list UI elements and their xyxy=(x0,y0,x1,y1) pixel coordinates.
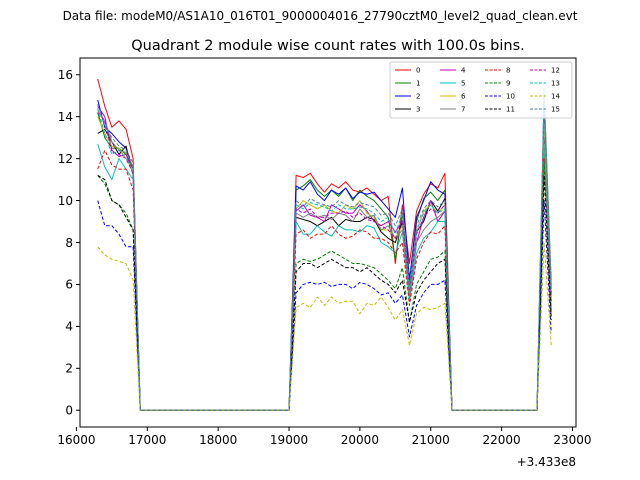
series-line-14 xyxy=(97,242,552,411)
legend-label-10: 10 xyxy=(506,93,515,101)
x-tick-label: 19000 xyxy=(270,433,308,447)
legend-label-8: 8 xyxy=(506,67,510,75)
legend-label-1: 1 xyxy=(416,80,420,88)
series-line-4 xyxy=(97,105,552,411)
y-tick-label: 14 xyxy=(58,110,73,124)
series-line-1 xyxy=(97,112,552,411)
legend-label-4: 4 xyxy=(461,67,466,75)
series-line-0 xyxy=(97,78,552,411)
series-line-5 xyxy=(97,143,552,411)
legend-box xyxy=(389,61,573,119)
legend-label-14: 14 xyxy=(551,93,560,101)
series-line-13 xyxy=(97,86,552,411)
x-tick-label: 17000 xyxy=(128,433,166,447)
legend-label-7: 7 xyxy=(461,106,465,114)
series-line-7 xyxy=(97,103,552,411)
legend-label-15: 15 xyxy=(551,106,560,114)
y-tick-label: 10 xyxy=(58,194,73,208)
y-tick-label: 8 xyxy=(65,236,73,250)
legend-label-6: 6 xyxy=(461,93,466,101)
x-tick-label: 18000 xyxy=(199,433,237,447)
y-tick-label: 6 xyxy=(65,278,73,292)
y-tick-label: 4 xyxy=(65,320,73,334)
legend-label-12: 12 xyxy=(551,67,560,75)
series-line-10 xyxy=(97,200,552,411)
x-tick-label: 22000 xyxy=(483,433,521,447)
legend-label-2: 2 xyxy=(416,93,420,101)
x-offset-label: +3.433e8 xyxy=(517,455,576,469)
y-tick-label: 16 xyxy=(58,68,73,82)
y-tick-label: 12 xyxy=(58,152,73,166)
x-tick-label: 23000 xyxy=(553,433,591,447)
legend-label-11: 11 xyxy=(506,106,515,114)
figure-suptitle: Data file: modeM0/AS1A10_016T01_90000040… xyxy=(63,9,578,23)
axes: 16000 17000 18000 19000 20000 21000 22000 23000… xyxy=(57,57,592,447)
legend-label-3: 3 xyxy=(416,106,420,114)
series-line-3 xyxy=(97,128,552,411)
x-tick-label: 20000 xyxy=(341,433,379,447)
legend-label-5: 5 xyxy=(461,80,465,88)
chart-title: Quadrant 2 module wise count rates with … xyxy=(131,38,525,54)
series-line-11 xyxy=(97,174,552,411)
series-layer xyxy=(97,78,552,411)
legend-label-13: 13 xyxy=(551,80,560,88)
x-tick-label: 21000 xyxy=(412,433,450,447)
y-tick-label: 0 xyxy=(65,404,73,418)
series-line-15 xyxy=(97,95,552,411)
legend-label-9: 9 xyxy=(506,80,510,88)
x-tick-label: 16000 xyxy=(57,433,95,447)
series-line-8 xyxy=(97,149,552,411)
y-tick-label: 2 xyxy=(65,362,73,376)
legend-label-0: 0 xyxy=(416,67,420,75)
